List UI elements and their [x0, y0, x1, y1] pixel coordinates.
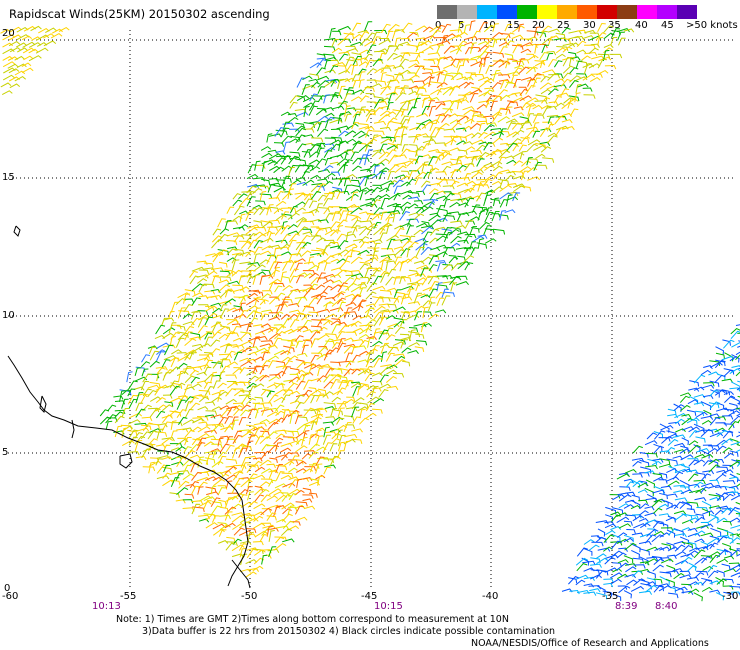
lon-label: -35: [602, 591, 618, 602]
legend-swatch: [637, 5, 657, 19]
time-label: 8:40: [655, 601, 677, 612]
legend-swatch: [537, 5, 557, 19]
time-label: 8:39: [615, 601, 637, 612]
lat-label: 15: [2, 172, 15, 183]
legend-label: 40: [635, 20, 648, 31]
legend-swatch: [617, 5, 637, 19]
legend-label: 0: [435, 20, 442, 31]
legend-label: 35: [608, 20, 621, 31]
legend-swatch: [477, 5, 497, 19]
lat-label: 20: [2, 28, 15, 39]
legend-label: 30: [583, 20, 596, 31]
lat-label: 5: [2, 447, 8, 458]
legend-label: 25: [557, 20, 570, 31]
legend-swatch: [597, 5, 617, 19]
lon-label: -50: [241, 591, 257, 602]
lat-lon-grid: [8, 30, 735, 590]
legend-swatch: [557, 5, 577, 19]
map-title: Rapidscat Winds(25KM) 20150302 ascending: [9, 7, 270, 21]
legend-swatch: [517, 5, 537, 19]
legend-swatch: [437, 5, 457, 19]
wind-speed-scale-labels: 0 5 10 15 20 25 30 35 40 45 >50 knots: [0, 20, 740, 34]
note-line-3: NOAA/NESDIS/Office of Research and Appli…: [471, 638, 709, 649]
legend-label: 10: [483, 20, 496, 31]
legend-label: 15: [507, 20, 520, 31]
coastline: [7, 225, 251, 589]
footnotes: Note: 1) Times are GMT 2)Times along bot…: [0, 614, 740, 650]
lon-label: -30: [722, 591, 738, 602]
legend-swatch: [577, 5, 597, 19]
wind-speed-color-scale: [437, 5, 697, 19]
lat-label: 10: [2, 310, 15, 321]
legend-swatch: [497, 5, 517, 19]
time-label: 10:13: [92, 601, 121, 612]
lon-label: -60: [2, 591, 18, 602]
legend-swatch: [657, 5, 677, 19]
time-label: 10:15: [374, 601, 403, 612]
legend-label: >50 knots: [686, 20, 738, 31]
lon-label: -55: [120, 591, 136, 602]
axis-labels: 20 15 10 5 0 -60 -55 -50 -45 -40 -35 -30…: [2, 28, 738, 612]
wind-barbs: [0, 20, 740, 602]
legend-label: 5: [458, 20, 465, 31]
legend-swatch: [457, 5, 477, 19]
lon-label: -40: [482, 591, 498, 602]
note-line-1: Note: 1) Times are GMT 2)Times along bot…: [116, 614, 509, 625]
legend-label: 20: [532, 20, 545, 31]
legend-label: 45: [661, 20, 674, 31]
lon-label: -45: [361, 591, 377, 602]
lat-label: 0: [4, 583, 10, 594]
note-line-2: 3)Data buffer is 22 hrs from 20150302 4)…: [142, 626, 556, 637]
legend-swatch: [677, 5, 697, 19]
